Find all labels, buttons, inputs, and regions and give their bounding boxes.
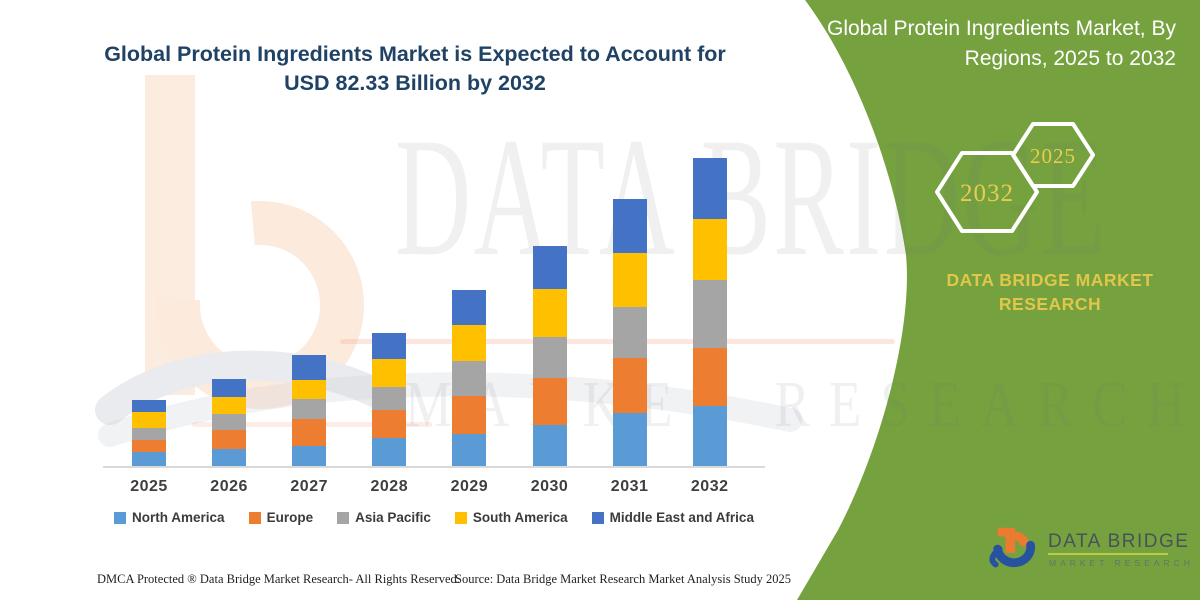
x-axis-label-2027: 2027: [290, 478, 328, 495]
side-panel-heading-line2: Regions, 2025 to 2032: [964, 47, 1176, 70]
bar-segment-2032-south-america: [692, 218, 727, 281]
legend-item-middle-east-and-africa: Middle East and Africa: [591, 510, 754, 525]
legend-item-europe: Europe: [248, 510, 314, 525]
side-panel-heading-line1: Global Protein Ingredients Market, By: [826, 17, 1176, 40]
databridge-logo-icon: [989, 527, 1035, 568]
footer-source-text: Source: Data Bridge Market Research Mark…: [455, 572, 792, 586]
bar-segment-2025-asia-pacific: [132, 427, 166, 440]
legend-swatch: [454, 511, 467, 524]
bar-segment-2029-middle-east-and-africa: [452, 290, 487, 326]
bar-segment-2031-middle-east-and-africa: [612, 199, 647, 254]
x-axis-label-2032: 2032: [690, 478, 729, 495]
footer-dmca-text: DMCA Protected ® Data Bridge Market Rese…: [97, 572, 460, 586]
legend-swatch: [337, 511, 350, 524]
chart-title: Global Protein Ingredients Market is Exp…: [95, 40, 735, 98]
bar-segment-2032-europe: [692, 348, 727, 407]
bar-segment-2025-middle-east-and-africa: [132, 400, 166, 413]
bar-segment-2026-south-america: [212, 396, 247, 415]
bar-segment-2030-south-america: [532, 289, 567, 337]
logo-b-stem: [1005, 527, 1016, 553]
bar-2026: [212, 378, 247, 466]
legend-label: South America: [472, 510, 568, 525]
legend-swatch: [114, 511, 127, 524]
logo-blue-tail: [989, 546, 1003, 568]
legend-label: Middle East and Africa: [609, 510, 754, 525]
bar-segment-2029-south-america: [452, 325, 487, 361]
logo-b-flag: [997, 527, 1007, 537]
bar-segment-2031-europe: [612, 357, 647, 413]
legend-label: Europe: [266, 510, 314, 525]
bar-segment-2027-middle-east-and-africa: [292, 355, 327, 380]
x-axis-label-2028: 2028: [370, 478, 409, 495]
bar-segment-2028-middle-east-and-africa: [372, 332, 407, 360]
bar-2027: [292, 355, 327, 466]
hexagon-2032: [935, 151, 1039, 233]
bar-segment-2030-middle-east-and-africa: [532, 246, 567, 290]
legend-item-asia-pacific: Asia Pacific: [337, 510, 431, 525]
bar-segment-2028-asia-pacific: [372, 386, 407, 410]
bar-2029: [452, 290, 487, 466]
bar-2028: [372, 332, 407, 466]
bar-segment-2031-asia-pacific: [612, 307, 647, 358]
bar-segment-2026-europe: [212, 430, 247, 450]
legend-label: Asia Pacific: [355, 510, 431, 525]
bar-segment-2026-middle-east-and-africa: [212, 378, 247, 397]
bar-segment-2025-europe: [132, 439, 166, 453]
bar-segment-2028-north-america: [372, 437, 407, 466]
logo-blue-swoosh: [993, 540, 1035, 568]
legend-item-south-america: South America: [454, 510, 568, 525]
brand-name-text: DATA BRIDGE: [1048, 531, 1190, 552]
legend-label: North America: [132, 510, 225, 525]
bar-segment-2025-north-america: [132, 452, 166, 466]
bar-segment-2027-north-america: [292, 445, 327, 466]
bar-segment-2029-europe: [452, 396, 487, 434]
bar-segment-2032-north-america: [692, 406, 727, 466]
bar-2031: [612, 199, 647, 466]
hexagon-2025-label: 2025: [1030, 144, 1076, 168]
x-axis-label-2029: 2029: [450, 478, 489, 495]
bar-segment-2031-south-america: [612, 253, 647, 308]
bar-2025: [132, 400, 166, 466]
bar-segment-2028-south-america: [372, 359, 407, 387]
bar-segment-2032-middle-east-and-africa: [692, 158, 727, 219]
x-axis-label-2030: 2030: [530, 478, 569, 495]
legend-item-north-america: North America: [114, 510, 225, 525]
bar-segment-2032-asia-pacific: [692, 280, 727, 349]
bar-segment-2028-europe: [372, 409, 407, 438]
x-axis-label-2026: 2026: [210, 478, 248, 495]
chart-title-line1: Global Protein Ingredients Market is Exp…: [104, 42, 726, 66]
brand-underline: [1048, 553, 1168, 555]
bar-segment-2031-north-america: [612, 412, 647, 466]
hexagon-badges: 2032 2025: [935, 122, 1095, 233]
bar-segment-2027-asia-pacific: [292, 399, 327, 420]
bar-2032: [692, 158, 727, 466]
bar-segment-2025-south-america: [132, 412, 166, 428]
bar-segment-2026-north-america: [212, 449, 247, 466]
side-panel-brand-caption: DATA BRIDGE MARKET RESEARCH: [946, 270, 1154, 314]
logo-b-bowl: [1015, 531, 1030, 547]
legend-swatch: [591, 511, 604, 524]
hexagon-2025: [1011, 122, 1095, 188]
x-axis-label-2031: 2031: [610, 478, 649, 495]
bar-segment-2027-europe: [292, 419, 327, 446]
chart-title-line2: USD 82.33 Billion by 2032: [284, 71, 546, 95]
bar-segment-2030-asia-pacific: [532, 336, 567, 378]
chart-legend: North America Europe Asia Pacific South Ame…: [103, 510, 765, 525]
bar-segment-2026-asia-pacific: [212, 414, 247, 431]
bar-segment-2029-north-america: [452, 433, 487, 466]
legend-swatch: [248, 511, 261, 524]
bar-segment-2030-europe: [532, 377, 567, 425]
x-axis-label-2025: 2025: [130, 478, 168, 495]
stacked-bar-chart: 2025 2026 2027 2028 2029 2030 2031 2032: [103, 140, 765, 495]
side-panel-heading: Global Protein Ingredients Market, By Re…: [806, 14, 1176, 74]
hexagon-2032-label: 2032: [960, 180, 1014, 207]
bar-segment-2027-south-america: [292, 379, 327, 400]
green-panel-shape: [797, 0, 1200, 600]
bar-2030: [532, 246, 567, 466]
bar-segment-2030-north-america: [532, 424, 567, 466]
bar-segment-2029-asia-pacific: [452, 360, 487, 397]
brand-tagline-text: MARKET RESEARCH: [1049, 558, 1194, 568]
